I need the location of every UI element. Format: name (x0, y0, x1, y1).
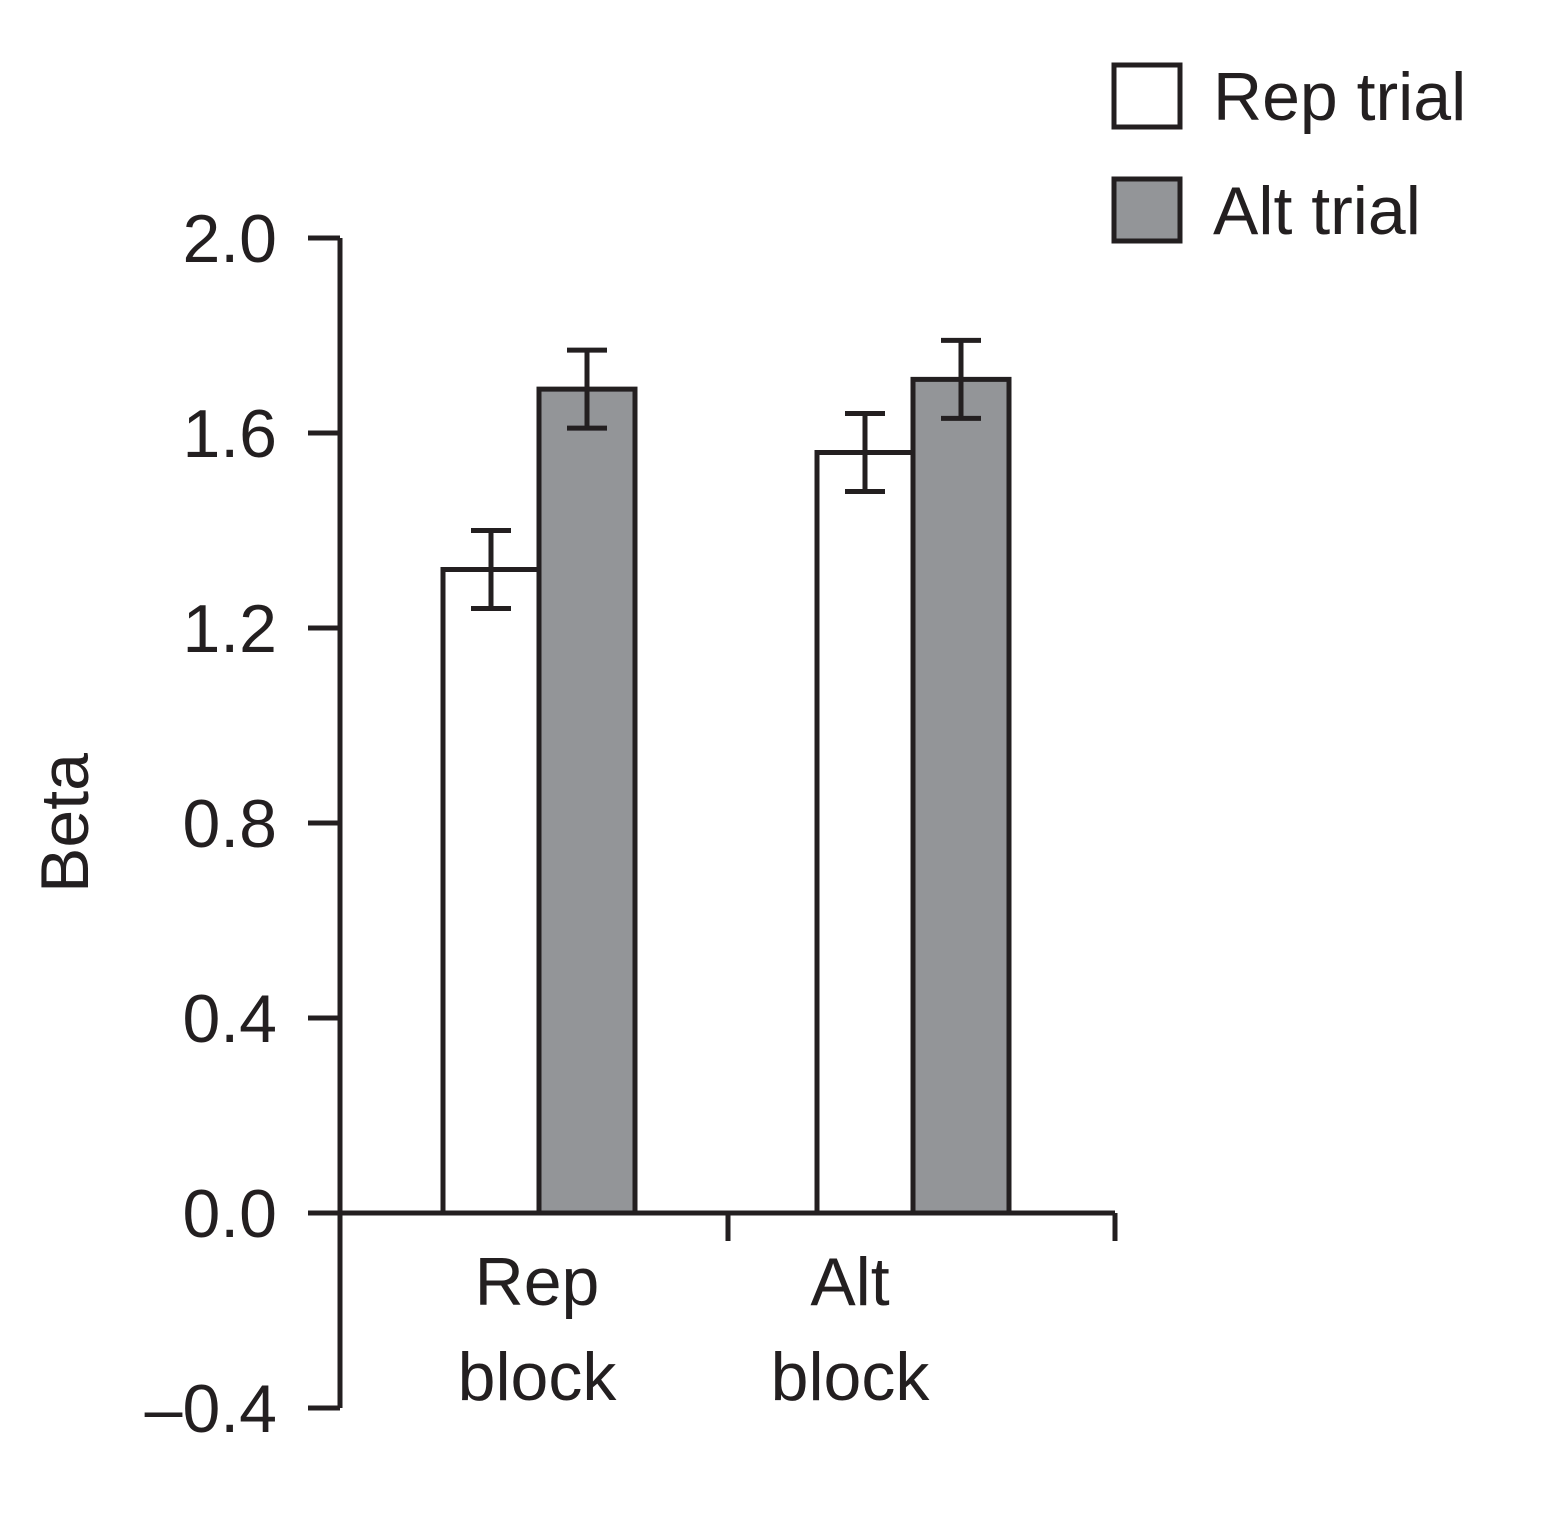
legend-swatch (1111, 62, 1183, 130)
bar (440, 567, 542, 1216)
legend-label: Rep trial (1213, 59, 1466, 135)
bar (814, 450, 916, 1216)
y-tick-label: 0.4 (182, 981, 277, 1057)
bar (910, 376, 1012, 1216)
category-label: Alt (810, 1244, 889, 1320)
legend-label: Alt trial (1213, 173, 1421, 249)
y-tick-label: 0.8 (182, 786, 277, 862)
category-label: block (771, 1339, 931, 1415)
y-tick-label: 0.0 (182, 1176, 277, 1252)
y-axis-title: Beta (27, 753, 103, 893)
bar (536, 386, 638, 1216)
y-tick-label: 1.2 (182, 591, 277, 667)
y-tick-label: 2.0 (182, 201, 277, 277)
y-tick-label: –0.4 (145, 1371, 277, 1447)
category-label: Rep (475, 1244, 600, 1320)
category-label: block (458, 1339, 618, 1415)
y-tick-label: 1.6 (182, 396, 277, 472)
legend-swatch (1111, 176, 1183, 244)
